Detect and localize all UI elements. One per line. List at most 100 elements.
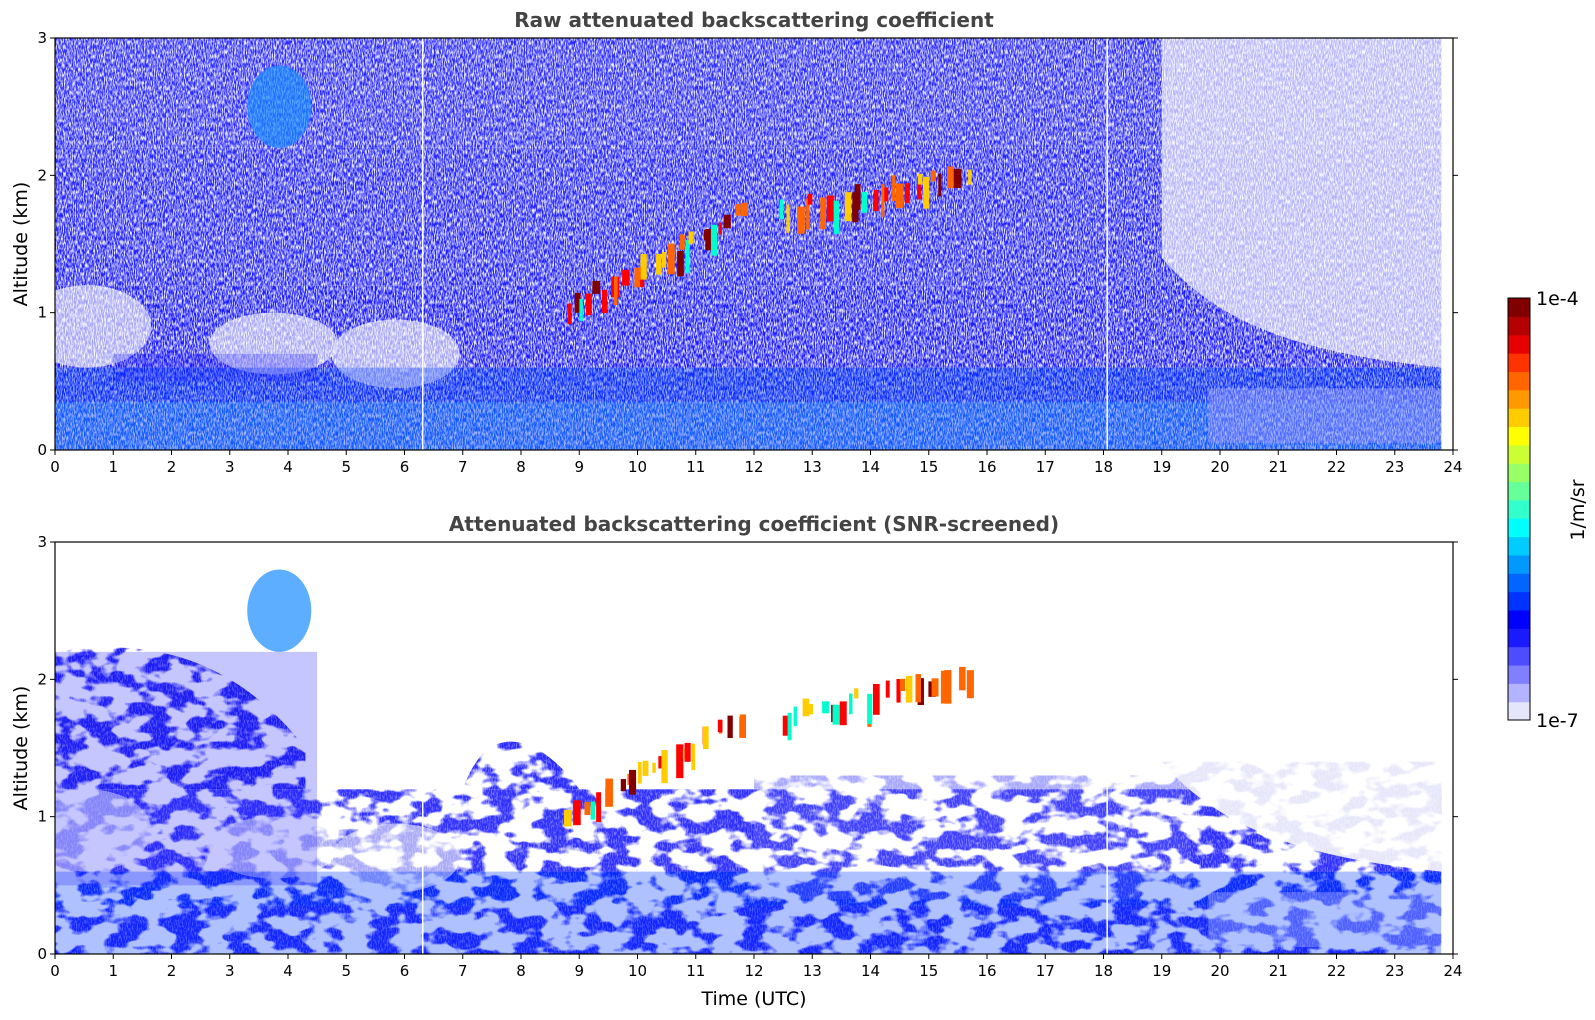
- cloud-return-cloud-cells: [905, 675, 913, 703]
- x-tick-label: 10: [628, 962, 647, 980]
- x-tick-label: 21: [1269, 458, 1288, 476]
- x-tick-label: 12: [744, 962, 763, 980]
- cloud-return-rising-cloud-layer: [573, 800, 581, 826]
- cloud-return-cloud-cells: [923, 176, 929, 209]
- x-tick-label: 20: [1210, 458, 1229, 476]
- cloud-return-rising-cloud-layer: [667, 243, 675, 275]
- cloud-return-rising-cloud-layer: [620, 779, 626, 792]
- cloud-return-cloud-cells: [966, 670, 974, 699]
- cloud-return-cloud-cells: [930, 170, 936, 182]
- colorbar-step: [1508, 463, 1530, 483]
- x-tick-label: 15: [919, 962, 938, 980]
- aerosol-patch: [247, 65, 312, 148]
- residual-layer-top: [113, 353, 318, 382]
- cloud-return-rising-cloud-layer: [637, 761, 642, 784]
- x-tick-label: 8: [516, 458, 526, 476]
- cloud-return-rising-cloud-layer: [735, 204, 741, 216]
- cloud-return-cloud-cells: [854, 184, 861, 210]
- cloud-return-cloud-cells: [807, 703, 814, 715]
- cloud-return-cloud-cells: [899, 678, 906, 692]
- cloud-return-cloud-cells: [807, 193, 813, 205]
- cloud-return-rising-cloud-layer: [584, 801, 591, 816]
- x-tick-label: 15: [919, 458, 938, 476]
- cloud-return-cloud-cells: [833, 200, 839, 234]
- cloud-return-cloud-cells: [938, 173, 942, 197]
- cloud-return-cloud-cells: [787, 712, 792, 741]
- x-tick-label: 24: [1443, 962, 1462, 980]
- colorbar-frame: [1507, 297, 1531, 721]
- cloud-return-rising-cloud-layer: [691, 743, 696, 771]
- colorbar-step: [1508, 628, 1530, 648]
- colorbar-step: [1508, 334, 1530, 354]
- colorbar-scale: [1508, 298, 1530, 721]
- cloud-return-rising-cloud-layer: [710, 224, 718, 256]
- colorbar-step: [1508, 701, 1530, 721]
- cloud-return-cloud-cells: [832, 704, 840, 725]
- x-tick-label: 6: [400, 962, 410, 980]
- boundary-layer: [55, 871, 1442, 954]
- x-tick-label: 6: [400, 458, 410, 476]
- cloud-return-cloud-cells: [953, 168, 962, 188]
- x-axis-label: Time (UTC): [700, 988, 806, 1010]
- x-tick-label: 23: [1385, 458, 1404, 476]
- cloud-return-rising-cloud-layer: [652, 762, 656, 773]
- cloud-return-rising-cloud-layer: [661, 750, 668, 784]
- y-tick-label: 1: [37, 808, 47, 826]
- colorbar-step: [1508, 646, 1530, 666]
- cloud-return-rising-cloud-layer: [705, 228, 712, 251]
- aerosol-patch: [247, 569, 312, 652]
- colorbar-step: [1508, 389, 1530, 409]
- cloud-return-cloud-cells: [854, 688, 859, 699]
- cloud-return-rising-cloud-layer: [685, 239, 690, 273]
- x-tick-label: 3: [225, 458, 235, 476]
- colorbar-step: [1508, 536, 1530, 556]
- cloud-return-rising-cloud-layer: [718, 222, 722, 235]
- y-tick-label: 2: [37, 670, 47, 688]
- x-tick-label: 19: [1152, 458, 1171, 476]
- aerosol-layer: [55, 651, 318, 886]
- x-tick-label: 24: [1443, 458, 1462, 476]
- no-data-strip: [1441, 38, 1453, 450]
- cloud-return-rising-cloud-layer: [601, 289, 608, 314]
- cloud-return-rising-cloud-layer: [567, 303, 572, 325]
- cloud-return-rising-cloud-layer: [579, 298, 583, 321]
- cloud-return-rising-cloud-layer: [596, 792, 602, 823]
- cloud-return-rising-cloud-layer: [739, 714, 746, 735]
- x-tick-label: 1: [108, 962, 118, 980]
- x-tick-label: 23: [1385, 962, 1404, 980]
- x-tick-label: 20: [1210, 962, 1229, 980]
- cloud-return-rising-cloud-layer: [684, 742, 691, 762]
- y-axis-label-raw: Altitude (km): [10, 182, 32, 307]
- cloud-return-cloud-cells: [844, 192, 852, 222]
- x-tick-label: 5: [341, 458, 351, 476]
- no-data-strip: [1441, 542, 1453, 954]
- x-tick-label: 2: [167, 962, 177, 980]
- colorbar-step: [1508, 298, 1530, 317]
- y-tick-label: 3: [37, 533, 47, 551]
- cloud-return-cloud-cells: [872, 683, 880, 715]
- cloud-return-rising-cloud-layer: [574, 292, 581, 313]
- x-tick-label: 9: [574, 962, 584, 980]
- cloud-return-rising-cloud-layer: [585, 293, 592, 316]
- data-gap: [421, 38, 424, 450]
- x-tick-label: 4: [283, 962, 293, 980]
- x-tick-label: 22: [1327, 458, 1346, 476]
- cloud-return-rising-cloud-layer: [656, 254, 662, 275]
- x-tick-label: 1: [108, 458, 118, 476]
- colorbar-step: [1508, 499, 1530, 519]
- panel-title-screened: Attenuated backscattering coefficient (S…: [449, 512, 1059, 536]
- colorbar-step: [1508, 444, 1530, 464]
- x-tick-label: 21: [1269, 962, 1288, 980]
- colorbar-step: [1508, 353, 1530, 372]
- x-tick-label: 7: [458, 458, 468, 476]
- colorbar: 1e-4 1e-7 1/m/sr: [1507, 288, 1589, 732]
- colorbar-step: [1508, 609, 1530, 629]
- heatmap-screened: [55, 542, 1453, 954]
- cloud-return-rising-cloud-layer: [642, 760, 649, 776]
- cloud-return-cloud-cells: [917, 177, 921, 200]
- colorbar-step: [1508, 664, 1530, 684]
- x-tick-label: 7: [458, 962, 468, 980]
- colorbar-max-label: 1e-4: [1536, 288, 1579, 310]
- colorbar-step: [1508, 591, 1530, 611]
